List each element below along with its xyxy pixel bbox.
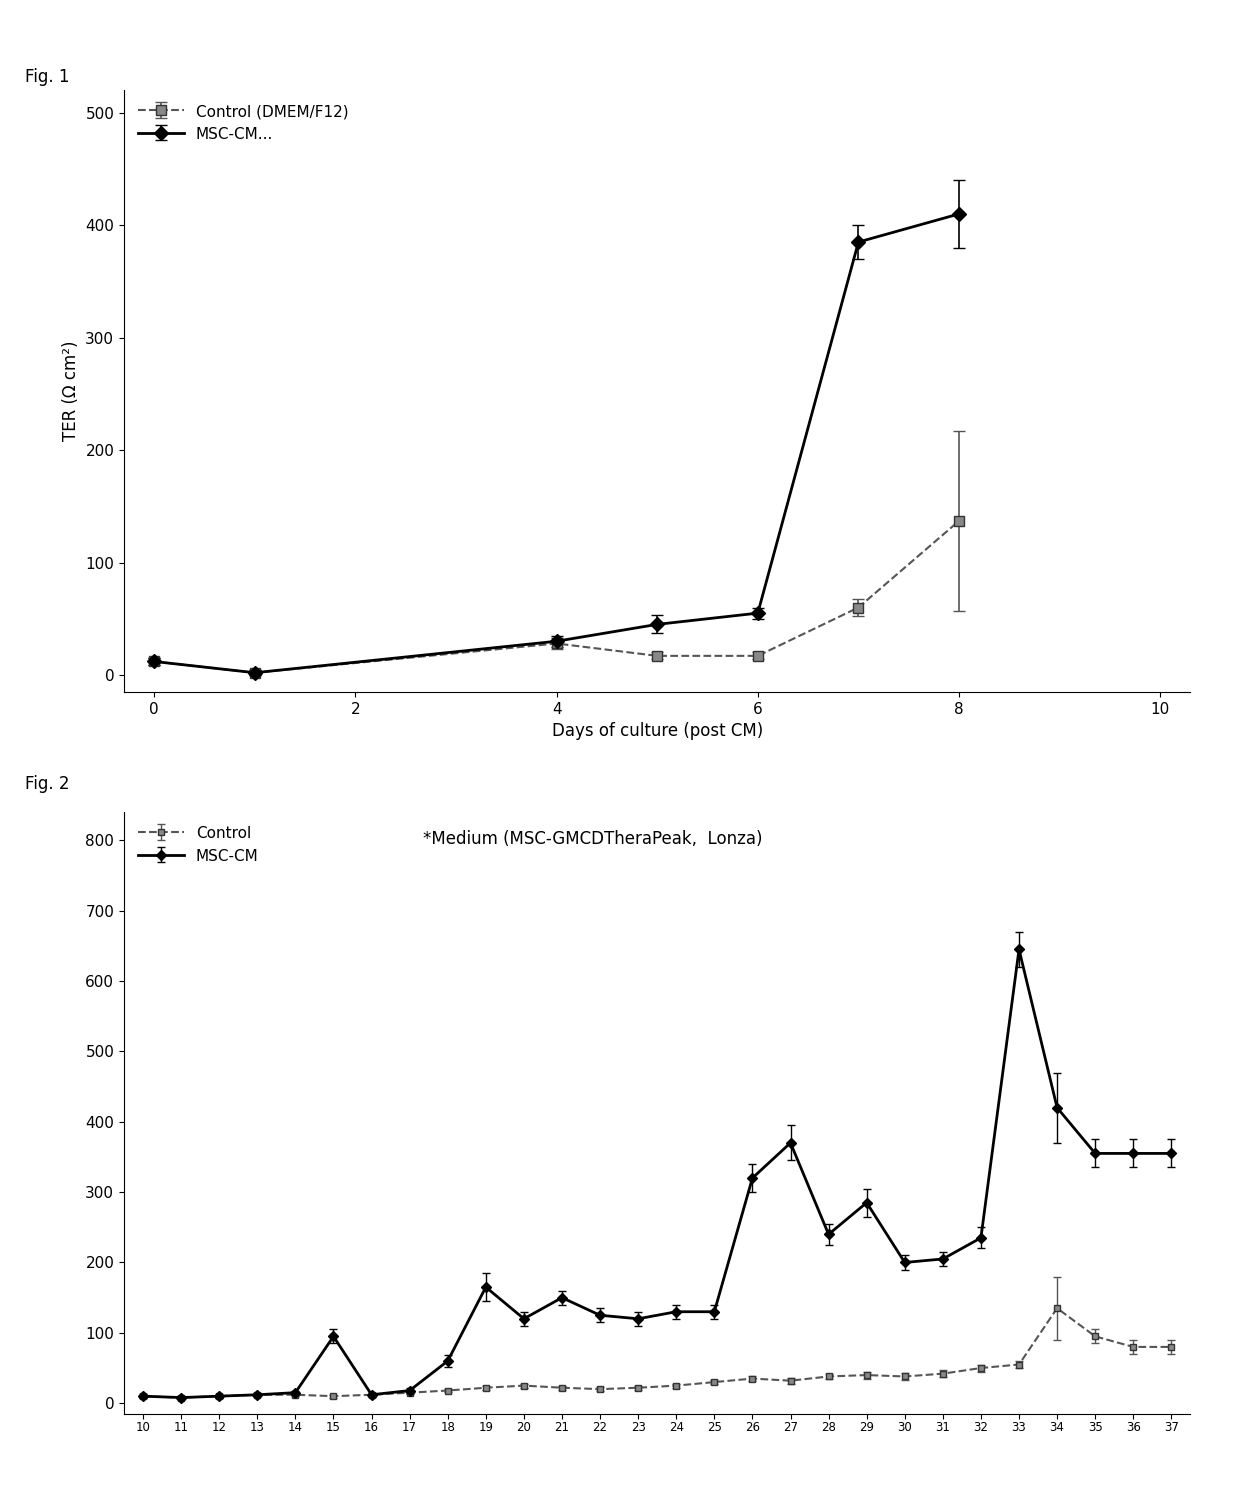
Y-axis label: TER (Ω cm²): TER (Ω cm²) <box>62 341 79 441</box>
Legend: Control (DMEM/F12), MSC-CM...: Control (DMEM/F12), MSC-CM... <box>131 98 355 147</box>
X-axis label: Days of culture (post CM): Days of culture (post CM) <box>552 722 763 740</box>
Text: Fig. 2: Fig. 2 <box>25 775 69 793</box>
Text: Fig. 1: Fig. 1 <box>25 68 69 86</box>
Legend: Control, MSC-CM: Control, MSC-CM <box>131 820 264 869</box>
Text: *Medium (MSC-GMCDTheraPeak,  Lonza): *Medium (MSC-GMCDTheraPeak, Lonza) <box>423 830 763 848</box>
